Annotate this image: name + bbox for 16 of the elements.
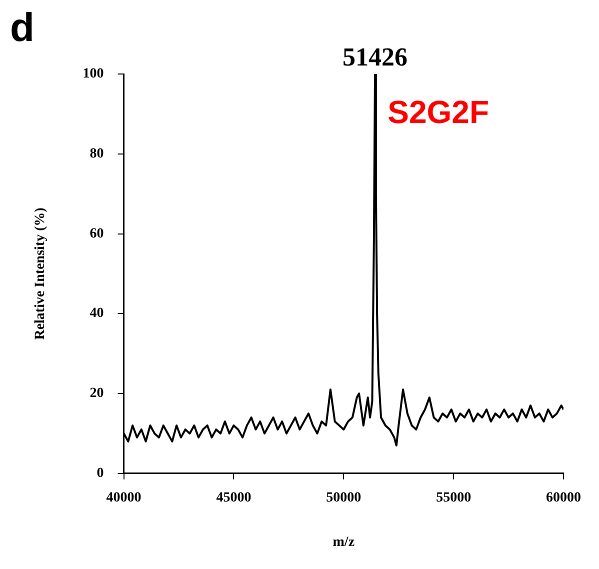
y-tick-label: 100 (82, 66, 104, 82)
y-axis-title: Relative Intensity (%) (33, 207, 48, 340)
annotation: 51426 (342, 42, 408, 72)
x-tick-label: 40000 (106, 490, 142, 506)
x-tick-label: 60000 (546, 490, 581, 506)
annotation: S2G2F (388, 94, 489, 130)
y-tick-label: 60 (90, 226, 104, 242)
x-tick-label: 55000 (436, 490, 472, 506)
y-tick-label: 0 (96, 466, 104, 482)
y-tick-label: 40 (90, 306, 104, 322)
y-tick-label: 20 (90, 386, 104, 402)
x-tick-label: 50000 (326, 490, 362, 506)
x-tick-label: 45000 (216, 490, 252, 506)
text: d (10, 6, 34, 50)
y-tick-label: 80 (90, 146, 104, 162)
x-axis-title: m/z (332, 535, 355, 550)
